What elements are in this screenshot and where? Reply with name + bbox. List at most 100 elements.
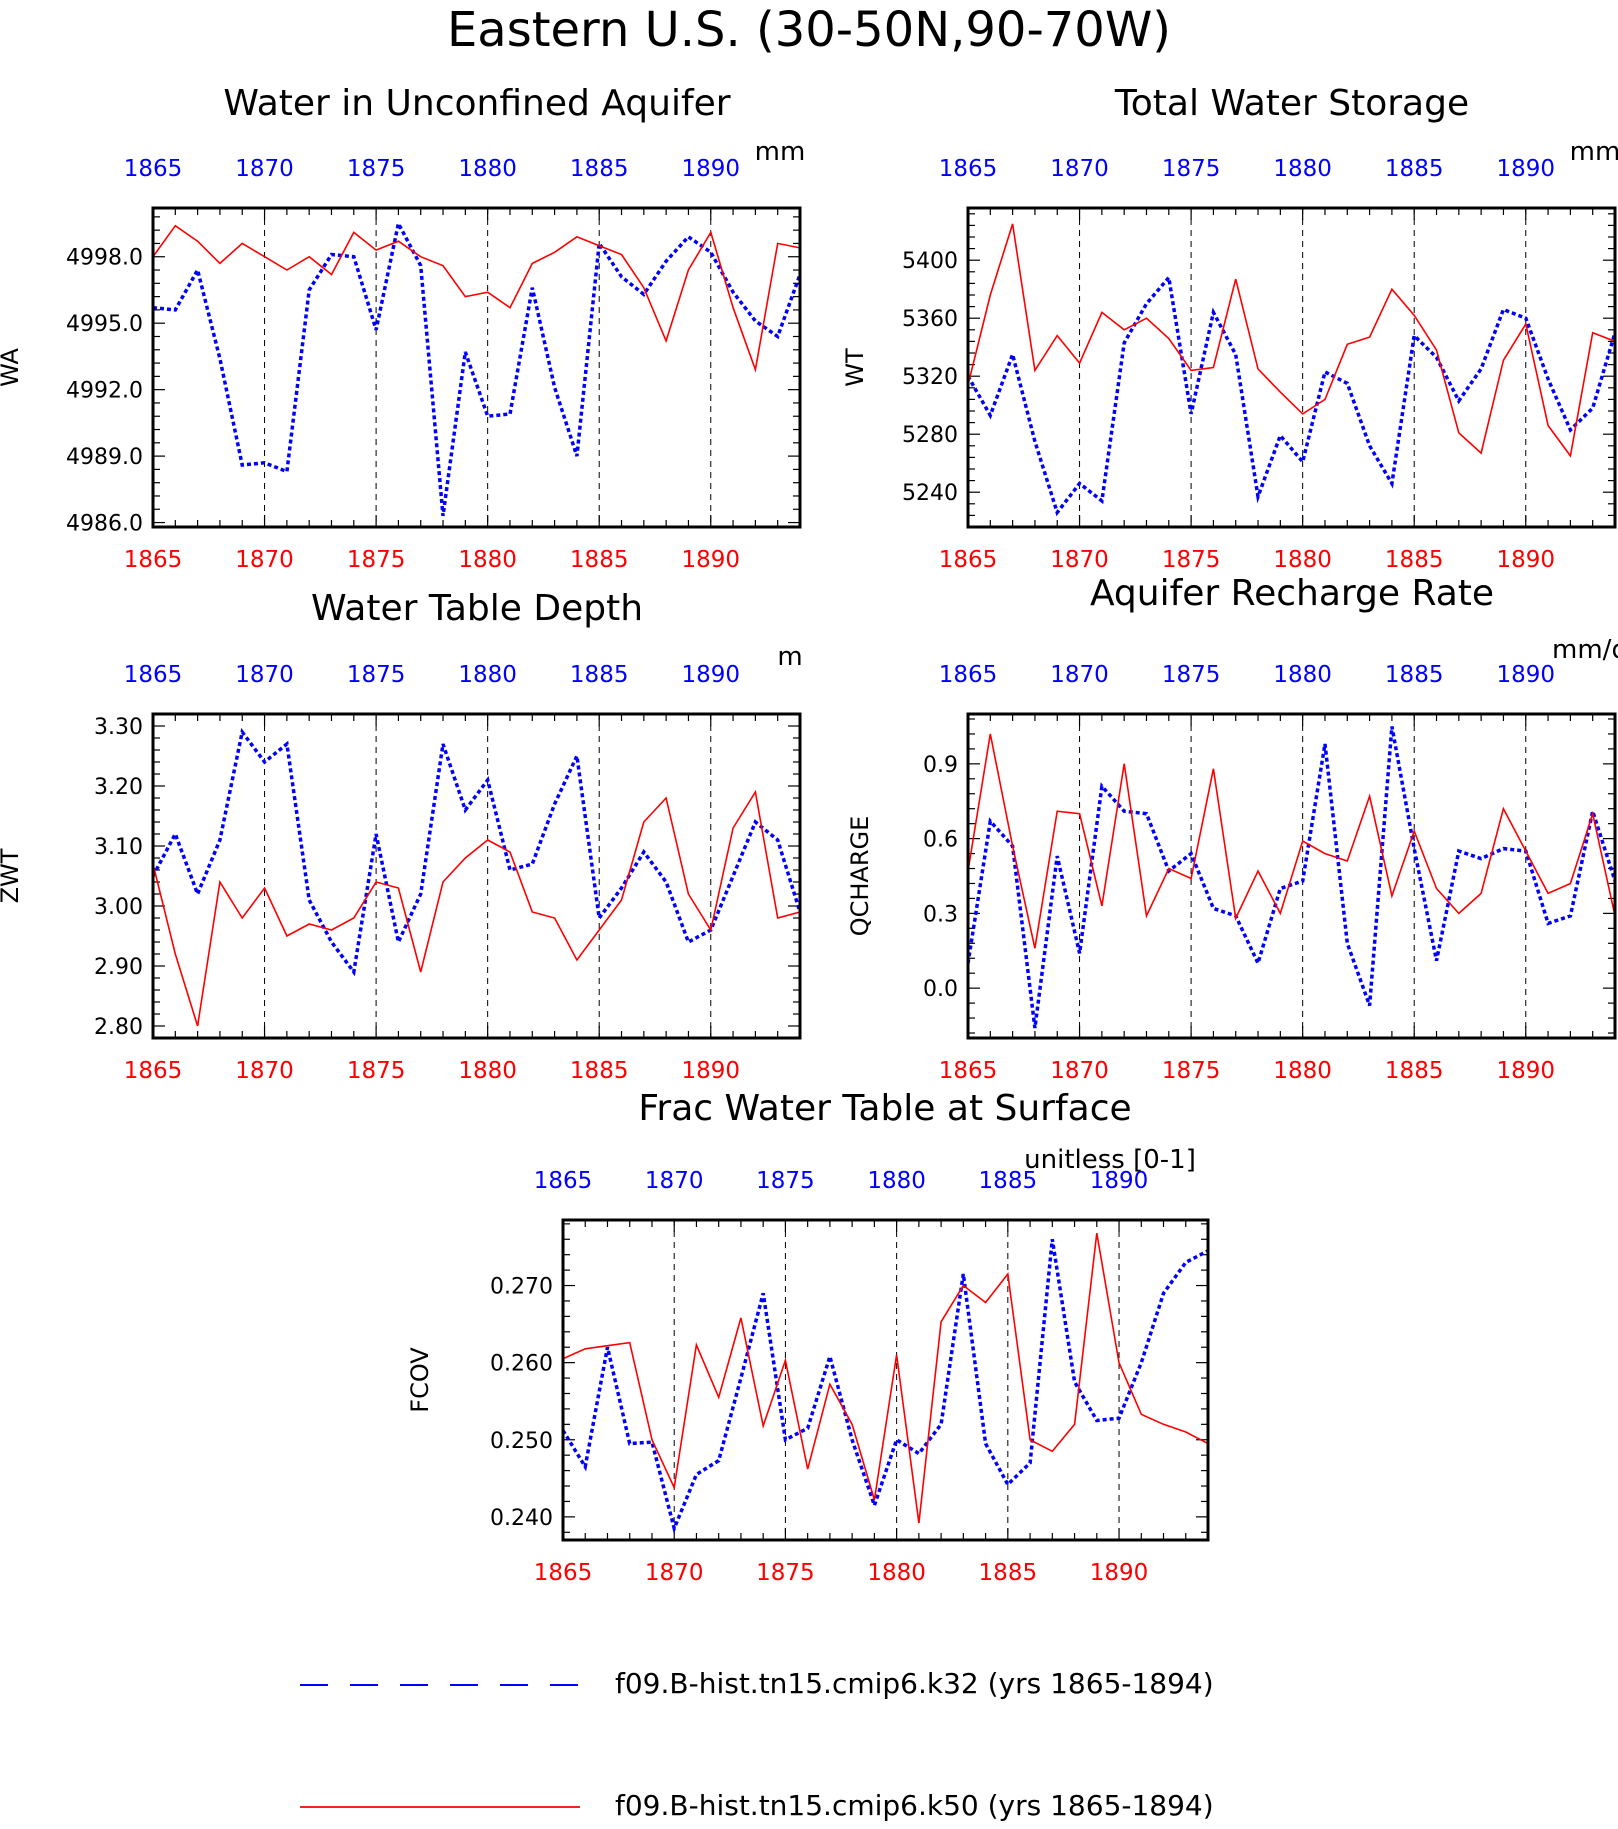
series-line-k32 (968, 273, 1615, 517)
y-tick-label: 2.90 (94, 955, 143, 980)
y-axis-label: WT (841, 348, 869, 387)
x-tick-label-bottom: 1885 (570, 1058, 629, 1084)
series-line-k50 (153, 224, 800, 373)
panel-4: Aquifer Recharge Rate mm/d QCHARGE 0.0 0.3 0.… (846, 573, 1618, 1084)
x-tick-label-top: 1875 (1162, 156, 1221, 182)
y-axis-label: ZWT (0, 848, 24, 903)
y-tick-label: 5360 (902, 307, 958, 332)
x-tick-label-bottom: 1880 (1273, 547, 1332, 573)
x-tick-label-top: 1880 (458, 662, 517, 688)
x-tick-label-top: 1880 (867, 1168, 926, 1194)
units-label: unitless [0-1] (1024, 1145, 1196, 1175)
x-tick-label-bottom: 1885 (1385, 1058, 1444, 1084)
x-tick-label-top: 1875 (347, 662, 406, 688)
y-tick-label: 3.00 (94, 895, 143, 920)
y-tick-label: 4989.0 (66, 445, 143, 470)
y-tick-label: 0.270 (490, 1275, 553, 1300)
panel-5: Frac Water Table at Surface unitless [0-1… (406, 1088, 1210, 1586)
x-tick-label-top: 1880 (1273, 156, 1332, 182)
legend-item: f09.B-hist.tn15.cmip6.k32 (yrs 1865-1894… (300, 1667, 1214, 1700)
plot-frame (151, 206, 802, 529)
series-line-k32 (968, 726, 1615, 1029)
x-tick-label-top: 1865 (534, 1168, 593, 1194)
y-tick-label: 0.240 (490, 1506, 553, 1531)
panel-3: Water Table Depth m ZWT 2.80 2.90 3.00 3.10 3.2… (0, 588, 803, 1084)
y-tick-label: 2.80 (94, 1015, 143, 1040)
x-tick-label-top: 1870 (235, 662, 294, 688)
y-tick-label: 5240 (902, 481, 958, 506)
units-label: mm (1570, 137, 1618, 167)
y-tick-label: 4986.0 (66, 512, 143, 537)
x-tick-label-bottom: 1890 (681, 1058, 740, 1084)
x-tick-label-bottom: 1875 (1162, 1058, 1221, 1084)
x-tick-label-bottom: 1875 (1162, 547, 1221, 573)
units-label: m (777, 642, 802, 672)
y-tick-label: 0.260 (490, 1352, 553, 1377)
x-tick-label-bottom: 1870 (645, 1560, 704, 1586)
y-tick-label: 0.9 (923, 753, 958, 778)
series-line-k50 (968, 223, 1615, 458)
plot-frame (966, 206, 1617, 529)
panel-1: Water in Unconfined Aquifer mm WA 4986.0 498… (0, 83, 805, 573)
x-tick-label-bottom: 1865 (939, 547, 998, 573)
x-tick-label-bottom: 1865 (124, 547, 183, 573)
units-label: mm (755, 137, 806, 167)
x-tick-label-bottom: 1890 (1496, 1058, 1555, 1084)
x-tick-label-bottom: 1880 (1273, 1058, 1332, 1084)
x-tick-label-bottom: 1865 (939, 1058, 998, 1084)
x-tick-label-top: 1870 (1050, 156, 1109, 182)
y-tick-label: 4998.0 (66, 246, 143, 271)
x-tick-label-bottom: 1890 (1090, 1560, 1149, 1586)
main-title: Eastern U.S. (30-50N,90-70W) (447, 2, 1171, 58)
legend: f09.B-hist.tn15.cmip6.k32 (yrs 1865-1894… (300, 1667, 1214, 1822)
legend-label: f09.B-hist.tn15.cmip6.k32 (yrs 1865-1894… (615, 1667, 1214, 1700)
y-tick-label: 0.0 (923, 977, 958, 1002)
x-tick-label-bottom: 1865 (124, 1058, 183, 1084)
x-tick-label-bottom: 1880 (458, 1058, 517, 1084)
x-tick-label-bottom: 1885 (570, 547, 629, 573)
x-tick-label-top: 1885 (570, 156, 629, 182)
x-tick-label-top: 1865 (124, 156, 183, 182)
series-line-k32 (563, 1239, 1208, 1534)
panel-title: Frac Water Table at Surface (638, 1088, 1131, 1129)
x-tick-label-bottom: 1880 (458, 547, 517, 573)
y-axis-label: WA (0, 348, 24, 387)
y-tick-label: 0.250 (490, 1429, 553, 1454)
x-tick-label-top: 1870 (1050, 662, 1109, 688)
plot-frame (966, 712, 1617, 1040)
panel-2: Total Water Storage mm WT 5240 5280 5320 5360 5… (841, 83, 1618, 573)
x-tick-label-top: 1875 (1162, 662, 1221, 688)
x-tick-label-bottom: 1890 (1496, 547, 1555, 573)
x-tick-label-bottom: 1870 (1050, 547, 1109, 573)
x-tick-label-top: 1890 (681, 662, 740, 688)
x-tick-label-top: 1890 (1496, 662, 1555, 688)
x-tick-label-bottom: 1870 (1050, 1058, 1109, 1084)
y-tick-label: 3.10 (94, 835, 143, 860)
y-tick-label: 5320 (902, 365, 958, 390)
x-tick-label-top: 1875 (756, 1168, 815, 1194)
plot-frame (151, 712, 802, 1040)
x-tick-label-top: 1865 (124, 662, 183, 688)
y-tick-label: 3.30 (94, 715, 143, 740)
x-tick-label-bottom: 1875 (347, 1058, 406, 1084)
x-tick-label-top: 1885 (1385, 662, 1444, 688)
x-tick-label-top: 1890 (1496, 156, 1555, 182)
x-tick-label-top: 1865 (939, 662, 998, 688)
legend-label: f09.B-hist.tn15.cmip6.k50 (yrs 1865-1894… (615, 1789, 1214, 1822)
panel-title: Aquifer Recharge Rate (1090, 573, 1494, 614)
y-tick-label: 5280 (902, 423, 958, 448)
y-tick-label: 0.6 (923, 828, 958, 853)
x-tick-label-top: 1880 (458, 156, 517, 182)
x-tick-label-top: 1890 (1090, 1168, 1149, 1194)
panels-group: Water in Unconfined Aquifer mm WA 4986.0 498… (0, 83, 1618, 1586)
plot-frame (561, 1218, 1210, 1542)
x-tick-label-bottom: 1885 (979, 1560, 1038, 1586)
x-tick-label-top: 1885 (1385, 156, 1444, 182)
x-tick-label-bottom: 1875 (756, 1560, 815, 1586)
x-tick-label-top: 1885 (570, 662, 629, 688)
x-tick-label-top: 1885 (979, 1168, 1038, 1194)
y-tick-label: 4995.0 (66, 312, 143, 337)
x-tick-label-bottom: 1870 (235, 1058, 294, 1084)
x-tick-label-bottom: 1890 (681, 547, 740, 573)
